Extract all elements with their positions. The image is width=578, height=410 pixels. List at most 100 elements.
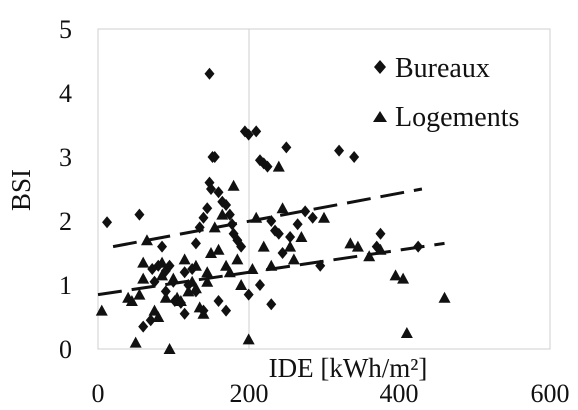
data-point-bureaux bbox=[157, 240, 168, 253]
data-point-logements bbox=[227, 179, 240, 191]
data-point-bureaux bbox=[224, 208, 235, 221]
data-point-bureaux bbox=[292, 218, 303, 231]
data-point-bureaux bbox=[266, 215, 277, 227]
data-point-logements bbox=[95, 304, 108, 316]
data-point-logements bbox=[216, 208, 229, 220]
data-point-bureaux bbox=[221, 304, 232, 317]
legend: Bureaux Logements bbox=[373, 53, 519, 133]
data-point-logements bbox=[272, 160, 285, 172]
trendline-bureaux bbox=[112, 187, 423, 249]
data-point-logements bbox=[284, 240, 297, 252]
y-tick-label: 3 bbox=[59, 143, 72, 172]
data-point-bureaux bbox=[236, 240, 247, 253]
data-point-logements bbox=[133, 288, 146, 300]
data-point-logements bbox=[152, 311, 165, 322]
data-point-bureaux bbox=[160, 285, 171, 298]
data-point-logements bbox=[235, 279, 248, 290]
legend-label-logements: Logements bbox=[395, 102, 519, 133]
data-point-logements bbox=[129, 336, 142, 348]
data-point-bureaux bbox=[102, 216, 113, 229]
data-point-bureaux bbox=[194, 221, 205, 234]
data-point-logements bbox=[167, 272, 180, 284]
data-point-logements bbox=[231, 253, 244, 265]
data-point-logements bbox=[438, 291, 451, 303]
y-axis-title: BSI bbox=[6, 169, 36, 211]
data-point-bureaux bbox=[315, 259, 326, 272]
plot-frame bbox=[97, 28, 551, 350]
data-point-logements bbox=[374, 243, 387, 255]
data-point-bureaux bbox=[251, 125, 262, 138]
data-point-bureaux bbox=[300, 205, 311, 218]
data-point-logements bbox=[208, 221, 221, 233]
data-point-bureaux bbox=[145, 314, 156, 327]
data-point-bureaux bbox=[413, 240, 424, 253]
data-point-bureaux bbox=[285, 231, 296, 243]
x-axis-title: IDE [kWh/m²] bbox=[269, 353, 428, 383]
data-point-logements bbox=[257, 240, 270, 252]
data-point-bureaux bbox=[266, 298, 277, 311]
data-point-logements bbox=[363, 250, 376, 262]
data-point-bureaux bbox=[334, 144, 345, 157]
y-tick-label: 2 bbox=[59, 207, 72, 236]
data-point-bureaux bbox=[349, 151, 360, 163]
data-point-logements bbox=[400, 327, 413, 338]
data-point-bureaux bbox=[273, 227, 284, 240]
data-point-logements bbox=[351, 240, 364, 252]
data-point-bureaux bbox=[179, 307, 190, 320]
data-point-bureaux bbox=[213, 295, 224, 307]
data-point-bureaux bbox=[204, 67, 215, 80]
x-tick-label: 400 bbox=[380, 379, 419, 408]
data-point-logements bbox=[140, 234, 153, 246]
data-point-bureaux bbox=[179, 266, 190, 279]
data-point-logements bbox=[137, 256, 150, 268]
data-point-logements bbox=[318, 211, 330, 223]
data-point-logements bbox=[265, 259, 278, 271]
y-tick-label: 5 bbox=[59, 15, 72, 44]
legend-marker-diamond bbox=[374, 60, 386, 74]
data-point-bureaux bbox=[134, 208, 145, 221]
data-point-logements bbox=[276, 202, 289, 214]
data-point-logements bbox=[250, 211, 263, 223]
data-point-logements bbox=[389, 269, 402, 281]
data-point-bureaux bbox=[254, 279, 265, 291]
data-point-bureaux bbox=[243, 128, 254, 141]
data-point-logements bbox=[163, 343, 176, 354]
data-point-logements bbox=[201, 266, 214, 278]
y-tick-label: 4 bbox=[59, 79, 72, 108]
data-point-bureaux bbox=[190, 237, 201, 250]
x-tick-label: 200 bbox=[230, 379, 269, 408]
data-point-logements bbox=[295, 231, 308, 242]
data-point-logements bbox=[159, 291, 172, 303]
data-point-logements bbox=[287, 253, 300, 265]
data-point-logements bbox=[182, 285, 195, 297]
data-point-logements bbox=[189, 282, 202, 294]
x-tick-label: 0 bbox=[92, 379, 105, 408]
data-point-bureaux bbox=[243, 288, 254, 301]
data-point-logements bbox=[178, 253, 191, 265]
data-point-logements bbox=[201, 275, 214, 287]
data-point-logements bbox=[242, 333, 255, 345]
data-point-logements bbox=[246, 263, 259, 274]
data-point-bureaux bbox=[164, 259, 175, 272]
data-point-logements bbox=[212, 243, 225, 255]
data-point-logements bbox=[137, 272, 150, 284]
data-point-bureaux bbox=[213, 186, 224, 199]
data-point-logements bbox=[189, 259, 202, 271]
data-point-bureaux bbox=[198, 211, 209, 224]
data-point-bureaux bbox=[281, 141, 292, 154]
data-point-bureaux bbox=[202, 202, 213, 215]
data-point-bureaux bbox=[209, 151, 220, 163]
legend-marker-triangle bbox=[373, 111, 387, 122]
data-point-bureaux bbox=[227, 218, 238, 231]
data-point-bureaux bbox=[375, 227, 386, 240]
data-point-logements bbox=[397, 272, 410, 284]
data-point-bureaux bbox=[307, 211, 318, 224]
y-tick-label: 0 bbox=[59, 335, 72, 364]
data-point-logements bbox=[223, 266, 236, 278]
data-point-logements bbox=[205, 247, 217, 258]
data-point-logements bbox=[125, 295, 138, 306]
data-point-bureaux bbox=[138, 320, 149, 333]
data-point-logements bbox=[156, 256, 169, 268]
data-point-bureaux bbox=[262, 160, 273, 173]
